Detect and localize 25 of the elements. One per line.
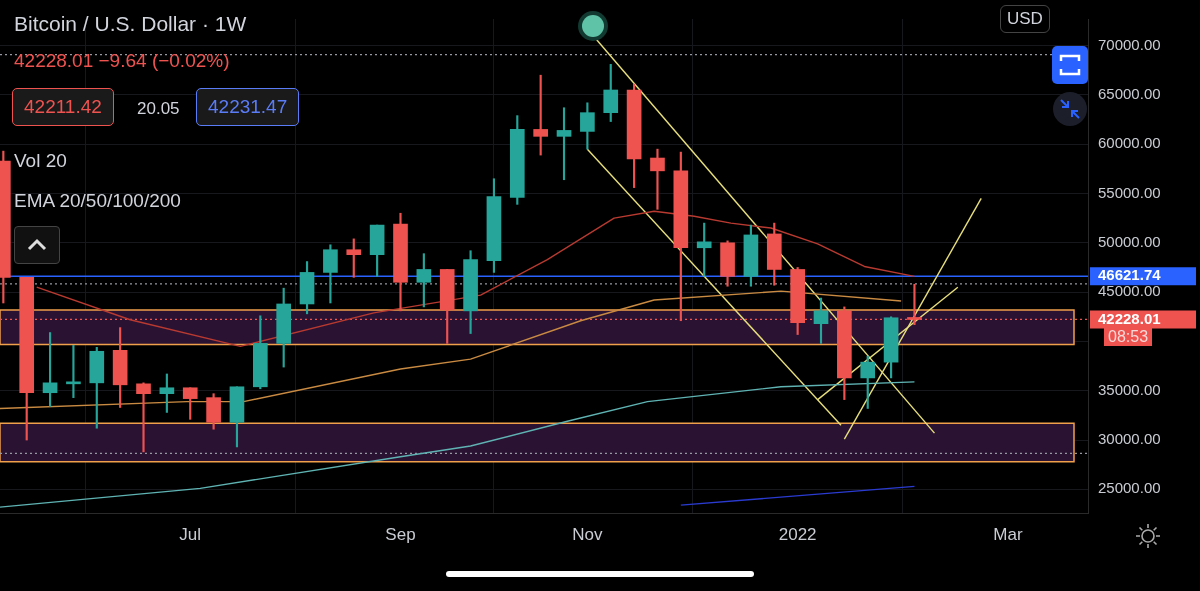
x-tick-label: Nov — [572, 524, 603, 544]
y-tick-label: 45000.00 — [1098, 282, 1161, 300]
ref-line-label: 42228.01 — [1098, 309, 1161, 327]
text: 08:53 — [1104, 328, 1153, 346]
annotation: 42211.42 — [12, 88, 114, 126]
chart-title: Bitcoin / U.S. Dollar · 1W — [14, 12, 247, 36]
ref-line-label: 46621.74 — [1098, 266, 1162, 284]
y-tick-label: 60000.00 — [1098, 134, 1161, 152]
y-tick-label: 30000.00 — [1098, 430, 1161, 448]
y-tick-label: 55000.00 — [1098, 183, 1161, 201]
y-tick-label: 65000.00 — [1098, 85, 1161, 103]
y-tick-label: 70000.00 — [1098, 35, 1161, 53]
annotation: 42228.01 −9.64 (−0.02%) — [14, 50, 230, 72]
annotation: Vol 20 — [14, 150, 67, 172]
annotation: 20.05 — [137, 99, 180, 119]
x-tick-label: Jul — [179, 524, 202, 544]
x-tick-label: Mar — [993, 524, 1023, 544]
annotation: EMA 20/50/100/200 — [14, 190, 181, 212]
y-tick-label: 25000.00 — [1098, 479, 1161, 497]
y-tick-label: 50000.00 — [1098, 232, 1161, 250]
x-tick-label: 2022 — [778, 524, 817, 544]
annotation: USD — [1000, 5, 1050, 33]
annotation: 42231.47 — [196, 88, 300, 126]
x-tick-label: Sep — [385, 524, 416, 544]
y-tick-label: 35000.00 — [1098, 380, 1161, 398]
